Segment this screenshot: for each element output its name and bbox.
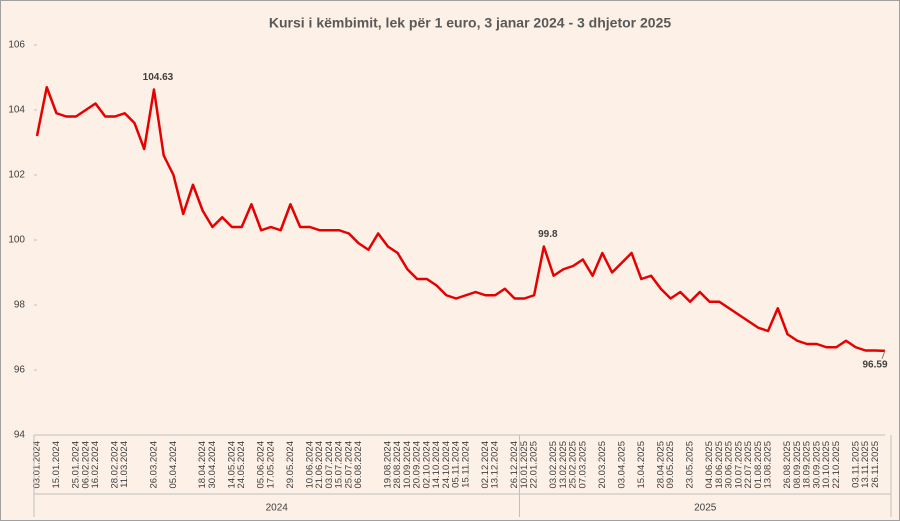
x-tick-label: 30.04.2024 bbox=[207, 441, 218, 489]
x-tick-label: 06.08.2024 bbox=[353, 441, 364, 489]
x-tick-label: 22.10.2025 bbox=[831, 441, 842, 489]
x-tick-label: 29.05.2024 bbox=[285, 441, 296, 489]
x-tick-label: 28.04.2025 bbox=[655, 441, 666, 489]
x-tick-label: 17.05.2024 bbox=[265, 441, 276, 489]
x-tick-label: 18.06.2025 bbox=[714, 441, 725, 489]
x-tick-label: 07.03.2025 bbox=[577, 441, 588, 489]
x-tick-label: 03.04.2025 bbox=[616, 441, 627, 489]
x-tick-label: 10.06.2024 bbox=[304, 441, 315, 489]
x-tick-label: 15.07.2024 bbox=[334, 441, 345, 489]
line-series bbox=[35, 86, 886, 353]
y-tick-label: 96 bbox=[14, 365, 26, 376]
x-group-label: 2024 bbox=[266, 503, 289, 514]
y-tick-label: 104 bbox=[8, 105, 25, 116]
x-tick-label: 19.08.2024 bbox=[382, 441, 393, 489]
x-tick-label: 11.03.2024 bbox=[119, 441, 130, 488]
x-tick-label: 03.01.2024 bbox=[32, 441, 43, 489]
y-tick-label: 94 bbox=[14, 430, 26, 441]
x-tick-label: 18.04.2024 bbox=[197, 441, 208, 489]
data-label: 104.63 bbox=[143, 72, 174, 83]
x-tick-label: 22.01.2025 bbox=[529, 441, 540, 489]
leader-line bbox=[881, 350, 886, 360]
x-tick-label: 20.03.2025 bbox=[597, 441, 608, 489]
x-tick-label: 26.11.2025 bbox=[870, 441, 881, 488]
x-tick-label: 22.07.2025 bbox=[743, 441, 754, 489]
x-tick-label: 05.06.2024 bbox=[256, 441, 267, 489]
x-tick-label: 26.08.2025 bbox=[782, 441, 793, 489]
x-tick-label: 25.02.2025 bbox=[568, 441, 579, 489]
chart-title: Kursi i këmbimit, lek për 1 euro, 3 jana… bbox=[269, 15, 671, 31]
data-label: 99.8 bbox=[538, 229, 558, 240]
x-tick-label: 13.11.2025 bbox=[860, 441, 871, 488]
x-tick-label: 24.10.2024 bbox=[441, 441, 452, 489]
x-tick-label: 16.02.2024 bbox=[90, 441, 101, 489]
y-tick-label: 106 bbox=[8, 40, 25, 51]
x-tick-label: 01.08.2025 bbox=[753, 441, 764, 489]
x-tick-label: 13.08.2025 bbox=[763, 441, 774, 489]
x-tick-label: 14.05.2024 bbox=[226, 441, 237, 489]
x-tick-label: 10.09.2024 bbox=[402, 441, 413, 489]
x-tick-label: 05.11.2024 bbox=[451, 441, 462, 488]
x-group-label: 2025 bbox=[694, 503, 717, 514]
x-tick-label: 13.02.2025 bbox=[558, 441, 569, 489]
x-tick-label: 13.12.2024 bbox=[490, 441, 501, 489]
x-tick-label: 14.10.2024 bbox=[431, 441, 442, 489]
x-tick-label: 02.10.2024 bbox=[421, 441, 432, 489]
x-tick-label: 10.01.2025 bbox=[519, 441, 530, 489]
x-tick-label: 26.03.2024 bbox=[148, 441, 159, 489]
x-tick-label: 02.12.2024 bbox=[480, 441, 491, 489]
x-tick-label: 03.02.2025 bbox=[548, 441, 559, 489]
x-tick-label: 25.01.2024 bbox=[71, 441, 82, 489]
y-tick-label: 98 bbox=[14, 300, 26, 311]
x-tick-label: 15.04.2025 bbox=[636, 441, 647, 489]
x-tick-label: 15.01.2024 bbox=[51, 441, 62, 489]
y-tick-label: 100 bbox=[8, 235, 25, 246]
x-tick-label: 15.11.2024 bbox=[460, 441, 471, 488]
x-tick-label: 03.07.2024 bbox=[324, 441, 335, 489]
x-tick-label: 21.06.2024 bbox=[314, 441, 325, 489]
x-tick-label: 08.09.2025 bbox=[792, 441, 803, 489]
x-tick-label: 30.06.2025 bbox=[724, 441, 735, 489]
x-tick-label: 26.12.2024 bbox=[509, 441, 520, 489]
x-tick-label: 28.08.2024 bbox=[392, 441, 403, 489]
x-tick-label: 09.05.2025 bbox=[665, 441, 676, 489]
x-tick-label: 20.09.2024 bbox=[412, 441, 423, 489]
x-tick-label: 24.05.2024 bbox=[236, 441, 247, 489]
x-tick-label: 10.10.2025 bbox=[821, 441, 832, 489]
x-tick-label: 28.02.2024 bbox=[109, 441, 120, 489]
x-tick-label: 30.09.2025 bbox=[811, 441, 822, 489]
x-tick-label: 03.11.2025 bbox=[850, 441, 861, 488]
x-tick-label: 06.02.2024 bbox=[80, 441, 91, 489]
x-tick-label: 10.07.2025 bbox=[733, 441, 744, 489]
x-tick-label: 05.04.2024 bbox=[168, 441, 179, 489]
data-label: 96.59 bbox=[862, 359, 887, 370]
x-tick-label: 23.05.2025 bbox=[685, 441, 696, 489]
y-tick-label: 102 bbox=[8, 170, 25, 181]
x-tick-label: 25.07.2024 bbox=[343, 441, 354, 489]
x-tick-label: 18.09.2025 bbox=[802, 441, 813, 489]
x-tick-label: 04.06.2025 bbox=[704, 441, 715, 489]
